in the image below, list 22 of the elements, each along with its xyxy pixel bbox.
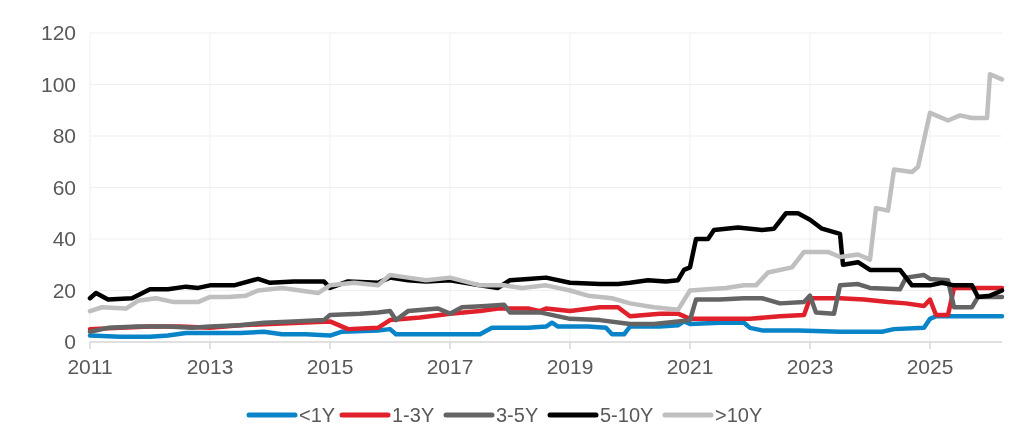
x-tick-label: 2025 (906, 355, 954, 378)
x-tick-label: 2019 (546, 355, 594, 378)
line-series (87, 272, 1005, 334)
y-tick-label: 40 (52, 227, 76, 250)
legend-label: <1Y (299, 404, 336, 426)
legend-label: 3-5Y (496, 404, 539, 426)
y-tick-label: 60 (52, 175, 76, 199)
y-tick-label: 120 (40, 21, 76, 44)
legend-label: >10Y (715, 404, 763, 426)
x-tick-label: 2013 (186, 355, 234, 378)
y-tick-label: 0 (64, 330, 76, 353)
x-tick-label: 2017 (426, 355, 474, 378)
legend-label: 1-3Y (392, 404, 435, 426)
line-series (87, 71, 1005, 314)
x-tick-label: 2023 (786, 355, 834, 378)
x-tick-label: 2011 (67, 355, 113, 378)
y-tick-label: 80 (52, 124, 76, 147)
legend-label: 5-10Y (600, 404, 654, 426)
y-tick-label: 20 (52, 278, 76, 302)
y-tick-label: 100 (40, 72, 76, 96)
x-tick-label: 2021 (666, 355, 714, 378)
x-tick-label: 2015 (306, 355, 354, 378)
